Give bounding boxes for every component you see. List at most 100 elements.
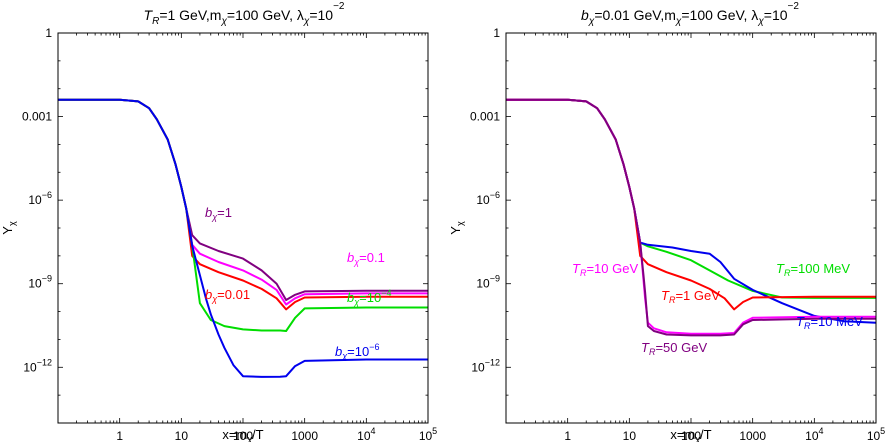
chart-panel-left: 1 10 100 1000 104 10510−1210−910−60.0011TR=1 … xyxy=(0,1,437,442)
x-tick-label: 1 xyxy=(564,429,571,442)
x-axis-label-text: x=m xyxy=(222,427,247,442)
chart-title-subscript: χ xyxy=(303,16,310,27)
y-tick-label-exp: −9 xyxy=(42,274,52,284)
x-tick-label-exp: 4 xyxy=(371,426,376,436)
chart-title-subscript: R xyxy=(152,16,159,27)
x-tick-label-base: 10 xyxy=(357,429,371,442)
x-tick-label-exp: 5 xyxy=(432,426,437,436)
x-tick-label: 104 xyxy=(357,426,375,442)
x-tick-label: 1 xyxy=(116,429,123,442)
x-tick-label: 104 xyxy=(805,426,823,442)
series-label-text: b xyxy=(205,205,212,220)
series-line-5 xyxy=(58,98,428,378)
chart-title-subscript: χ xyxy=(220,16,227,27)
series-label-text: =10 GeV xyxy=(586,261,638,276)
x-tick-label: 10 xyxy=(623,429,637,442)
x-axis-label: x=mχ/T xyxy=(222,427,263,442)
y-tick-label-exp: −6 xyxy=(42,190,52,200)
x-axis-label-text: x=m xyxy=(670,427,695,442)
series-label-subscript: R xyxy=(804,321,811,331)
series-label-subscript: R xyxy=(649,347,656,357)
chart-title-text: =10 xyxy=(764,7,788,23)
series-label-text: b xyxy=(335,344,342,359)
x-axis-label-subscript: χ xyxy=(695,434,700,442)
x-tick-label: 100 xyxy=(233,429,253,442)
y-tick-label: 10−6 xyxy=(476,190,500,207)
chart-title-text: b xyxy=(581,7,589,23)
y-tick-label: 10−9 xyxy=(476,274,500,291)
chart-title-superscript: −2 xyxy=(333,1,345,12)
plot-frame xyxy=(57,32,429,424)
series-label-3: bχ=0.01 xyxy=(205,287,250,304)
y-axis-label-text: Y xyxy=(448,226,463,235)
series-label-text: =10 xyxy=(359,290,381,305)
x-tick-label: 1000 xyxy=(739,429,766,442)
y-axis-label: Yχ xyxy=(448,221,465,235)
x-tick-label: 105 xyxy=(419,426,437,442)
series-label-5: bχ=10−6 xyxy=(335,342,379,361)
x-axis-label: x=mχ/T xyxy=(670,427,711,442)
chart-panel-right: 1 10 100 1000 104 10510−1210−910−60.0011bχ=0.… xyxy=(448,1,885,442)
y-tick-label: 0.001 xyxy=(470,110,500,124)
y-tick-label-exp: −6 xyxy=(490,190,500,200)
y-tick-label-exp: −9 xyxy=(490,274,500,284)
x-tick-label: 100 xyxy=(681,429,701,442)
series-label-text: =0.01 xyxy=(217,287,250,302)
x-tick-label-base: 10 xyxy=(867,429,881,442)
series-label-3: TR=1 GeV xyxy=(661,288,720,305)
series-line-3 xyxy=(506,98,876,311)
y-axis-label-subscript: χ xyxy=(455,221,465,226)
y-tick-label-base: 10 xyxy=(23,360,37,374)
y-tick-label-base: 10 xyxy=(28,193,42,207)
series-label-text: T xyxy=(776,261,785,276)
y-axis-label-text: Y xyxy=(0,226,15,235)
series-label-text: T xyxy=(641,340,650,355)
y-tick-label-exp: −12 xyxy=(37,357,52,367)
series-label-subscript: χ xyxy=(341,351,348,361)
x-tick-label-exp: 4 xyxy=(819,426,824,436)
chart-title-text: =100 GeV, λ xyxy=(227,7,304,23)
x-tick-label-base: 10 xyxy=(419,429,433,442)
series-label-text: T xyxy=(572,261,581,276)
y-tick-label-base: 10 xyxy=(28,277,42,291)
chart-title-text: =10 xyxy=(309,7,333,23)
y-tick-label: 10−6 xyxy=(28,190,52,207)
chart-title-text: T xyxy=(144,7,154,23)
y-tick-label: 10−9 xyxy=(28,274,52,291)
series-line-3 xyxy=(58,98,428,311)
y-tick-label: 10−12 xyxy=(471,357,500,374)
series-label-subscript: R xyxy=(784,268,791,278)
series-line-2 xyxy=(58,98,428,306)
x-tick-label-base: 10 xyxy=(805,429,819,442)
x-tick-label: 105 xyxy=(867,426,885,442)
y-tick-label: 1 xyxy=(493,26,500,40)
series-label-subscript: R xyxy=(669,295,676,305)
chart-title-text: =0.01 GeV,m xyxy=(594,7,676,23)
y-tick-label: 10−12 xyxy=(23,357,52,374)
series-label-subscript: χ xyxy=(353,297,360,307)
chart-title-superscript: −2 xyxy=(788,1,800,12)
y-axis-label: Yχ xyxy=(0,221,17,235)
chart-title-subscript: χ xyxy=(588,16,595,27)
series-label-text: b xyxy=(347,290,354,305)
series-label-text: =1 xyxy=(217,205,232,220)
x-tick-label: 10 xyxy=(175,429,189,442)
series-label-2: bχ=0.1 xyxy=(347,250,385,267)
y-tick-label: 1 xyxy=(45,26,52,40)
series-label-text: =10 xyxy=(347,344,369,359)
series-label-1: TR=100 MeV xyxy=(776,261,850,278)
series-label-subscript: χ xyxy=(353,257,360,267)
series-label-4: TR=10 GeV xyxy=(572,261,638,278)
y-tick-label: 0.001 xyxy=(22,110,52,124)
series-label-subscript: χ xyxy=(211,212,218,222)
y-tick-label-base: 10 xyxy=(476,277,490,291)
series-label-text: =10 MeV xyxy=(810,314,863,329)
x-axis-label-text: /T xyxy=(700,427,712,442)
y-tick-label-base: 10 xyxy=(476,193,490,207)
series-label-text: T xyxy=(661,288,670,303)
series-label-4: bχ=10−4 xyxy=(347,288,391,307)
chart-title-text: =100 GeV, λ xyxy=(681,7,758,23)
y-tick-label-base: 10 xyxy=(471,360,485,374)
series-label-2: TR=10 MeV xyxy=(796,314,863,331)
